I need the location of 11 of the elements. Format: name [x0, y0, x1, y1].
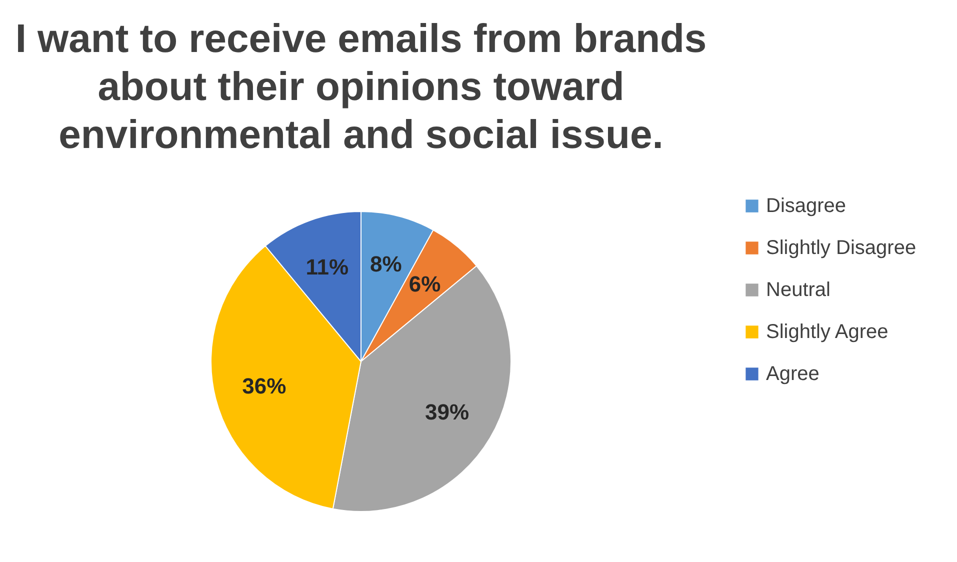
legend-label: Neutral	[766, 279, 830, 301]
data-label: 36%	[242, 373, 286, 398]
legend-label: Disagree	[766, 195, 846, 217]
data-label: 8%	[370, 252, 402, 277]
data-label: 39%	[425, 399, 470, 424]
chart-title: I want to receive emails from brands about their opinions toward environmental and social issue.	[15, 17, 707, 157]
legend-label: Slightly Agree	[766, 321, 888, 343]
data-label: 6%	[408, 271, 441, 296]
legend-label: Slightly Disagree	[766, 237, 916, 259]
legend-label: Agree	[766, 363, 820, 385]
data-label: 11%	[306, 254, 349, 280]
